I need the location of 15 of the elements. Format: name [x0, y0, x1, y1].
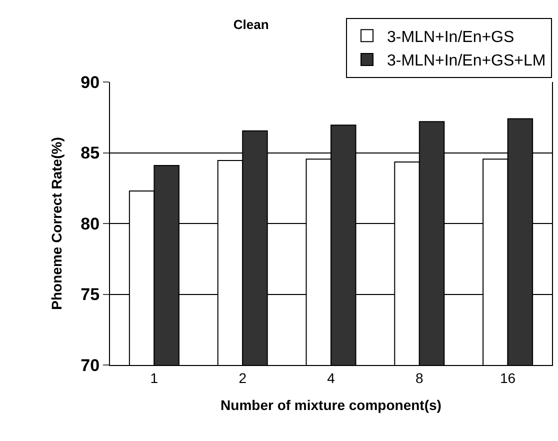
y-tick-label: 70: [80, 356, 100, 375]
legend-label: 3-MLN+In/En+GS: [387, 28, 514, 46]
y-tick-label: 75: [80, 285, 100, 304]
x-tick-label: 2: [238, 370, 247, 386]
x-tick-label: 16: [500, 370, 516, 386]
x-tick-label: 4: [327, 370, 336, 386]
y-tick-label: 80: [80, 214, 100, 234]
legend-label: 3-MLN+In/En+GS+LM: [387, 52, 546, 70]
y-tick-label: 85: [80, 144, 100, 163]
x-tick-label: 8: [416, 370, 424, 386]
y-tick-label: 90: [80, 72, 100, 92]
x-tick-label: 1: [150, 370, 158, 386]
x-axis-title: Number of mixture component(s): [220, 397, 442, 414]
y-axis-title: Phoneme Correct Rate(%): [48, 137, 64, 310]
chart-title: Clean: [233, 16, 269, 32]
